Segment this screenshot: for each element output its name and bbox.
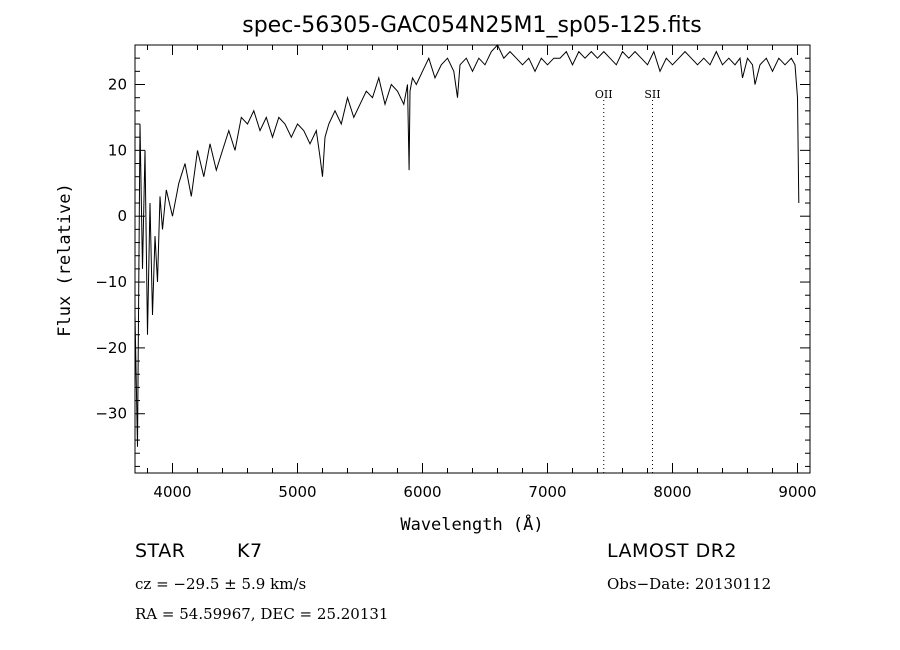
x-tick-label: 7000 <box>528 483 566 501</box>
chart-title: spec-56305-GAC054N25M1_sp05-125.fits <box>242 13 702 38</box>
y-tick-label: 20 <box>108 76 127 94</box>
spectrum-line <box>134 44 800 447</box>
x-tick-label: 9000 <box>778 483 816 501</box>
observation-date: Obs−Date: 20130112 <box>607 575 772 593</box>
y-tick-label: −20 <box>95 339 127 357</box>
y-tick-label: 0 <box>117 207 127 225</box>
plot-frame <box>134 44 811 474</box>
y-tick-label: −30 <box>95 405 127 423</box>
ra-dec-coordinates: RA = 54.59967, DEC = 25.20131 <box>135 605 389 623</box>
x-tick-label: 5000 <box>278 483 316 501</box>
x-tick-label: 6000 <box>403 483 441 501</box>
line-marker-label: SII <box>644 88 660 101</box>
x-axis-label: Wavelength (Å) <box>400 513 543 535</box>
y-axis-label: Flux (relative) <box>55 183 75 337</box>
survey-name: LAMOST DR2 <box>607 540 737 562</box>
object-class: STAR <box>135 540 186 562</box>
object-subclass: K7 <box>237 540 263 562</box>
redshift-velocity: cz = −29.5 ± 5.9 km/s <box>135 575 307 593</box>
y-tick-label: −10 <box>95 273 127 291</box>
line-marker-label: OII <box>595 88 613 101</box>
x-tick-label: 8000 <box>653 483 691 501</box>
x-tick-label: 4000 <box>153 483 191 501</box>
y-tick-label: 10 <box>108 141 127 159</box>
